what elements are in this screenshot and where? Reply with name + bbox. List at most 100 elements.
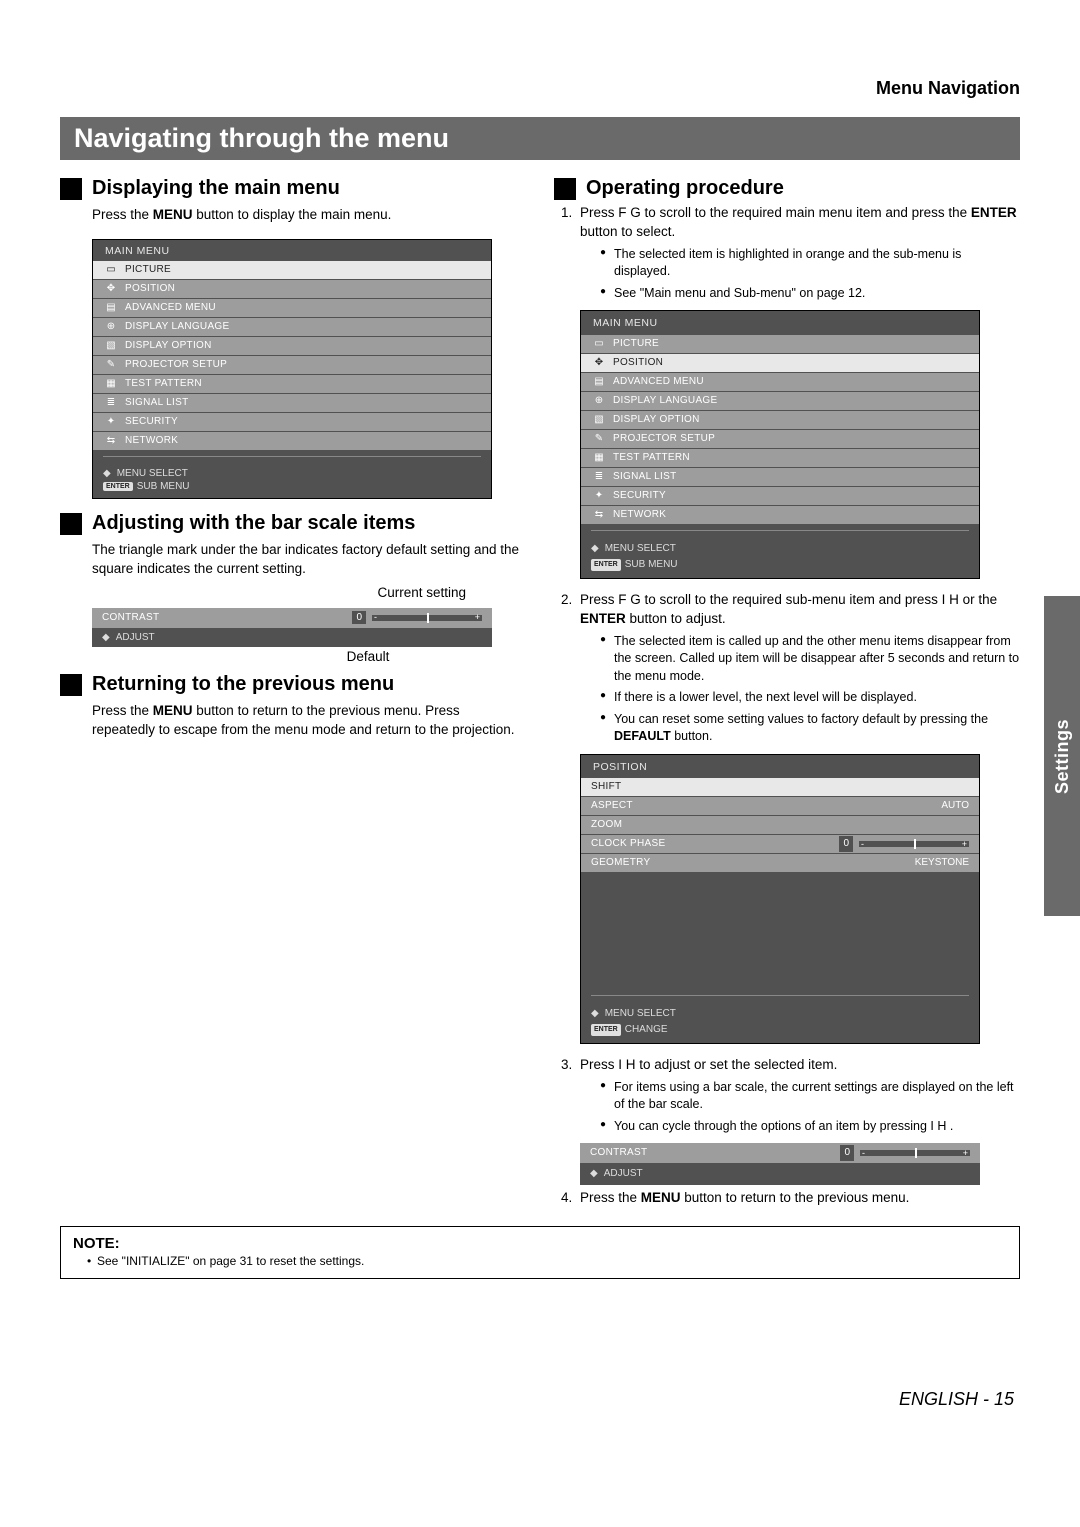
menu-item-icon: ⇆: [591, 508, 607, 522]
menu-item-icon: ▭: [591, 337, 607, 351]
osd-menu-item[interactable]: ▧DISPLAY OPTION: [581, 410, 979, 429]
osd-menu-item[interactable]: ✎PROJECTOR SETUP: [93, 355, 491, 374]
updown-icon: ◆: [591, 542, 599, 556]
bar-scale: -+: [859, 841, 969, 847]
osd-menu-item[interactable]: ⊕DISPLAY LANGUAGE: [581, 391, 979, 410]
note-heading: NOTE:: [73, 1235, 1007, 1252]
bullet-square-icon: [60, 513, 82, 535]
contrast-label: CONTRAST: [590, 1146, 647, 1160]
osd-menu-item[interactable]: ✦SECURITY: [93, 412, 491, 431]
text: Press F G to scroll to the required main…: [580, 205, 971, 220]
side-tab-label: Settings: [1052, 718, 1073, 793]
osd-menu-item[interactable]: ≣SIGNAL LIST: [93, 393, 491, 412]
bullet: If there is a lower level, the next leve…: [600, 689, 1020, 707]
menu-item-value: AUTO: [941, 799, 969, 813]
minus-icon: -: [862, 1147, 865, 1160]
osd-menu-item[interactable]: GEOMETRYKEYSTONE: [581, 853, 979, 872]
osd-menu-item[interactable]: SHIFT: [581, 777, 979, 796]
osd-menu-item[interactable]: ▦TEST PATTERN: [581, 448, 979, 467]
text: Press the: [92, 207, 153, 222]
menu-item-icon: ✦: [103, 416, 119, 427]
sub-bullets: The selected item is called up and the o…: [580, 633, 1020, 746]
osd-menu-item[interactable]: ▤ ADVANCED MENU: [93, 298, 491, 317]
bullet-square-icon: [60, 178, 82, 200]
footer-sep: -: [978, 1389, 994, 1409]
menu-item-icon: ✥: [591, 356, 607, 370]
menu-item-label: SIGNAL LIST: [613, 470, 677, 484]
osd-divider: [591, 995, 969, 1005]
osd-footer-label: MENU SELECT: [605, 542, 676, 556]
osd-menu-item[interactable]: ≣SIGNAL LIST: [581, 467, 979, 486]
osd-menu-item[interactable]: ASPECTAUTO: [581, 796, 979, 815]
bar-slot: 0 - +: [840, 1145, 970, 1161]
subhead-text: Returning to the previous menu: [92, 672, 394, 696]
footer-language: ENGLISH: [899, 1389, 978, 1409]
menu-item-label: SHIFT: [591, 780, 621, 794]
osd-contrast-bar-small: CONTRAST 0 - + ◆ ADJUST: [580, 1143, 980, 1185]
menu-item-label: NETWORK: [125, 435, 178, 446]
osd-menu-item[interactable]: ✥POSITION: [93, 279, 491, 298]
bullet-square-icon: [554, 178, 576, 200]
text: button.: [671, 729, 713, 743]
bullet: See "Main menu and Sub-menu" on page 12.: [600, 285, 1020, 303]
enter-button-label: ENTER: [580, 611, 626, 626]
osd-menu-item[interactable]: ✥POSITION: [581, 353, 979, 372]
bullet: You can reset some setting values to fac…: [600, 711, 1020, 746]
adjust-label: ADJUST: [116, 632, 155, 643]
two-column-layout: Displaying the main menu Press the MENU …: [60, 168, 1020, 1212]
sub-bullets: The selected item is highlighted in oran…: [580, 246, 1020, 303]
osd-menu-item[interactable]: ▦TEST PATTERN: [93, 374, 491, 393]
subhead-returning: Returning to the previous menu: [60, 672, 526, 696]
menu-item-label: PICTURE: [125, 264, 171, 275]
osd-footer-select: ◆ MENU SELECT: [581, 540, 979, 556]
menu-item-label: PROJECTOR SETUP: [125, 359, 227, 370]
menu-item-icon: ▭: [103, 264, 119, 275]
text: button to display the main menu.: [193, 207, 392, 222]
osd-menu-item[interactable]: ZOOM: [581, 815, 979, 834]
adjust-label: ADJUST: [604, 1167, 643, 1181]
osd-menu-item[interactable]: CLOCK PHASE0-+: [581, 834, 979, 853]
bullet-square-icon: [60, 674, 82, 696]
osd-menu-item[interactable]: ▤ADVANCED MENU: [581, 372, 979, 391]
osd-main-menu: MAIN MENU ▭PICTURE✥POSITION▤ADVANCED MEN…: [92, 239, 492, 499]
osd-menu-item[interactable]: ⊕ DISPLAY LANGUAGE: [93, 317, 491, 336]
menu-item-label: ADVANCED MENU: [125, 302, 216, 313]
osd-footer-label: SUB MENU: [137, 481, 190, 492]
osd-row: CONTRAST 0 - +: [580, 1143, 980, 1163]
osd-menu-item[interactable]: ▧DISPLAY OPTION: [93, 336, 491, 355]
bar-slot: 0 - +: [352, 611, 482, 624]
subhead-operating-procedure: Operating procedure: [554, 176, 1020, 200]
note-list: See "INITIALIZE" on page 31 to reset the…: [73, 1254, 1007, 1268]
text: Press F G to scroll to the required sub-…: [580, 592, 997, 607]
page-header-right: Menu Navigation: [60, 78, 1020, 99]
text: You can reset some setting values to fac…: [614, 712, 988, 726]
updown-icon: ◆: [591, 1007, 599, 1021]
osd-menu-item[interactable]: ▭PICTURE: [581, 334, 979, 353]
osd-menu-item[interactable]: ▭ PICTURE: [93, 260, 491, 279]
osd-footer-submenu: ENTER SUB MENU: [93, 479, 491, 492]
step-3: Press I H to adjust or set the selected …: [576, 1056, 1020, 1185]
bar-value: 0: [352, 611, 366, 624]
menu-item-icon: ▤: [103, 302, 119, 313]
osd-menu-item[interactable]: ✦SECURITY: [581, 486, 979, 505]
note-line: See "INITIALIZE" on page 31 to reset the…: [87, 1254, 1007, 1268]
subhead-adjusting-bar: Adjusting with the bar scale items: [60, 511, 526, 535]
step-2: Press F G to scroll to the required sub-…: [576, 591, 1020, 1044]
bar-scale: - +: [372, 615, 482, 621]
menu-item-label: DISPLAY OPTION: [613, 413, 700, 427]
menu-button-label: MENU: [153, 207, 193, 222]
menu-item-label: DISPLAY LANGUAGE: [125, 321, 229, 332]
osd-menu-item[interactable]: ✎PROJECTOR SETUP: [581, 429, 979, 448]
bar-value: 0: [839, 836, 853, 852]
osd-menu-item[interactable]: ⇆ NETWORK: [93, 431, 491, 450]
osd-menu-item[interactable]: ⇆NETWORK: [581, 505, 979, 524]
step-1: Press F G to scroll to the required main…: [576, 204, 1020, 579]
text: Press I H to adjust or set the selected …: [580, 1057, 837, 1072]
menu-item-label: DISPLAY LANGUAGE: [613, 394, 717, 408]
bar-slot: 0 -+: [839, 836, 969, 852]
menu-item-icon: ⇆: [103, 435, 119, 446]
menu-item-label: ADVANCED MENU: [613, 375, 704, 389]
menu-item-icon: ⊕: [103, 321, 119, 332]
bar-value: 0: [840, 1145, 854, 1161]
menu-item-label: SECURITY: [613, 489, 666, 503]
